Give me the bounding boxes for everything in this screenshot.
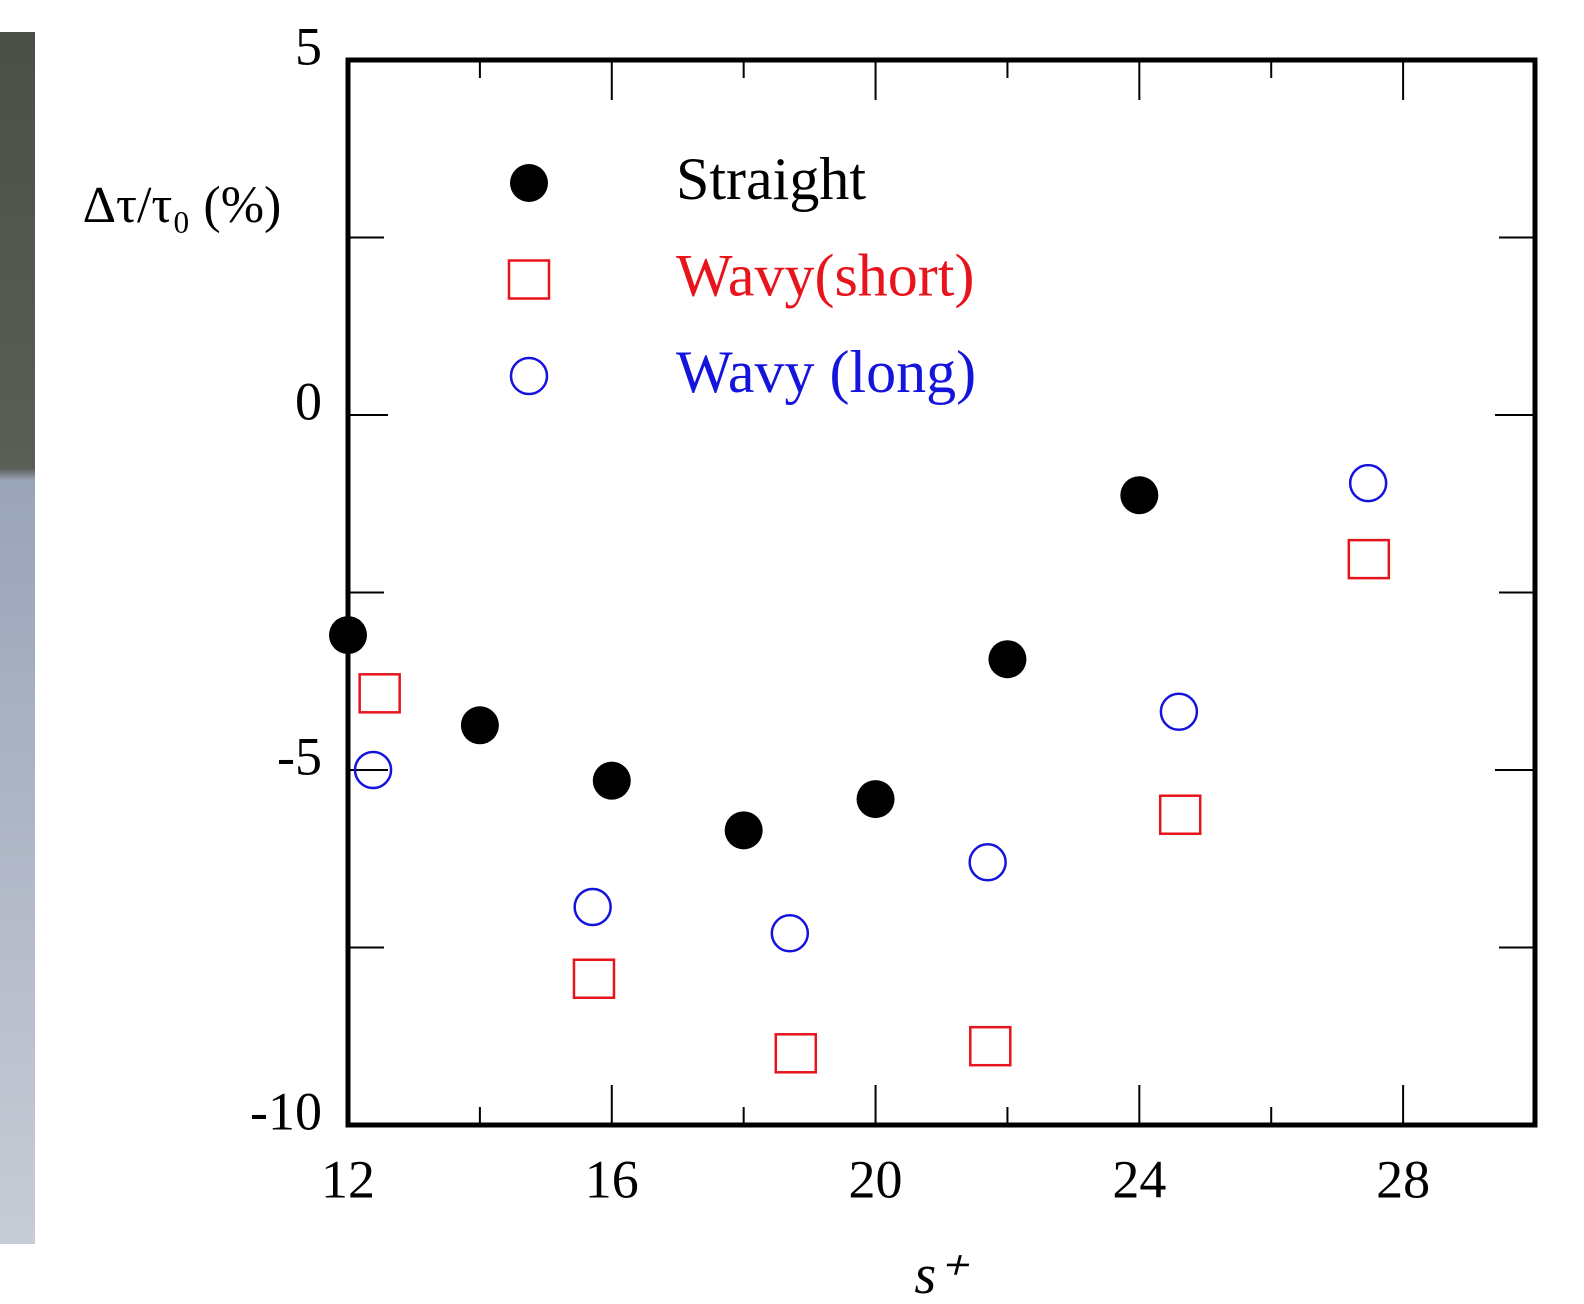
x-tick-label: 24 [1112,1149,1166,1209]
legend-marker [507,259,551,300]
point [592,761,631,800]
x-axis-label: s⁺ [914,1244,970,1304]
point [770,914,810,953]
point [1120,476,1159,515]
x-tick-label: 12 [321,1149,375,1209]
point [353,750,393,790]
y-tick-label: -5 [277,726,322,786]
point [856,780,895,819]
point [1159,692,1199,732]
legend-label: Straight [676,146,866,212]
y-tick-label: -10 [250,1081,322,1141]
x-tick-label: 28 [1376,1149,1430,1209]
x-tick-label: 20 [849,1149,903,1209]
point [1347,538,1391,580]
point [460,706,499,745]
plot-frame [345,57,1538,1128]
point [573,887,612,927]
y-tick-label: 5 [295,16,322,76]
point [358,673,401,714]
photo-strip [0,32,35,1244]
point [774,1033,818,1074]
point [969,1025,1012,1067]
legend-label: Wavy(short) [676,242,974,308]
x-tick-label: 16 [585,1149,639,1209]
point [988,640,1027,679]
point [1348,463,1388,503]
point [724,811,763,850]
y-tick-label: 0 [295,371,322,431]
legend-marker [510,164,548,202]
legend-marker [509,356,549,396]
point [968,843,1007,882]
point [572,958,616,999]
point [1158,794,1202,835]
point [329,616,367,655]
y-axis-label: Δτ/τ₀ (%) [83,177,282,234]
legend-label: Wavy (long) [676,339,976,405]
